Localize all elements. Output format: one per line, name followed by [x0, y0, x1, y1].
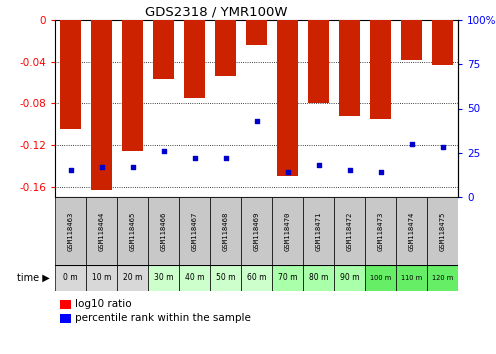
- Text: GSM118463: GSM118463: [67, 211, 73, 251]
- Bar: [427, 265, 458, 291]
- Bar: [55, 265, 86, 291]
- Text: time ▶: time ▶: [17, 273, 50, 283]
- Text: 80 m: 80 m: [309, 274, 328, 282]
- Text: GSM118469: GSM118469: [253, 211, 259, 251]
- Bar: [123, 20, 142, 151]
- Text: percentile rank within the sample: percentile rank within the sample: [75, 313, 251, 323]
- Bar: [86, 265, 117, 291]
- Text: GSM118472: GSM118472: [347, 211, 353, 251]
- Point: [346, 167, 354, 173]
- Text: GSM118466: GSM118466: [161, 211, 167, 251]
- Point: [128, 164, 136, 170]
- Bar: [179, 197, 210, 265]
- Bar: [272, 265, 303, 291]
- Bar: [241, 265, 272, 291]
- Point: [376, 169, 384, 175]
- Point: [222, 155, 230, 161]
- Bar: [91, 20, 112, 190]
- Point: [66, 167, 74, 173]
- Text: 120 m: 120 m: [432, 275, 453, 281]
- Bar: [371, 20, 390, 119]
- Text: 110 m: 110 m: [401, 275, 422, 281]
- Point: [190, 155, 198, 161]
- Bar: [185, 20, 204, 98]
- Bar: [309, 20, 328, 103]
- Text: 90 m: 90 m: [340, 274, 359, 282]
- Bar: [241, 197, 272, 265]
- Text: GSM118465: GSM118465: [129, 211, 135, 251]
- Bar: [117, 265, 148, 291]
- Text: GSM118474: GSM118474: [409, 211, 415, 251]
- Bar: [334, 197, 365, 265]
- Bar: [334, 265, 365, 291]
- Bar: [365, 265, 396, 291]
- Text: 60 m: 60 m: [247, 274, 266, 282]
- Text: GSM118471: GSM118471: [315, 211, 321, 251]
- Bar: [396, 265, 427, 291]
- Point: [408, 141, 416, 147]
- Text: 100 m: 100 m: [370, 275, 391, 281]
- Point: [438, 144, 446, 150]
- Bar: [247, 20, 266, 45]
- Bar: [55, 197, 86, 265]
- Text: GSM118473: GSM118473: [377, 211, 383, 251]
- Text: log10 ratio: log10 ratio: [75, 299, 131, 309]
- Text: 40 m: 40 m: [185, 274, 204, 282]
- Text: GSM118464: GSM118464: [99, 211, 105, 251]
- Point: [314, 162, 322, 168]
- Text: GSM118475: GSM118475: [439, 211, 445, 251]
- Bar: [303, 265, 334, 291]
- Text: 0 m: 0 m: [63, 274, 78, 282]
- Bar: [339, 20, 360, 116]
- Bar: [433, 20, 452, 65]
- Bar: [272, 197, 303, 265]
- Point: [252, 118, 260, 124]
- Text: 20 m: 20 m: [123, 274, 142, 282]
- Text: GDS2318 / YMR100W: GDS2318 / YMR100W: [145, 6, 288, 18]
- Bar: [365, 197, 396, 265]
- Point: [98, 164, 106, 170]
- Bar: [396, 197, 427, 265]
- Text: GSM118467: GSM118467: [191, 211, 197, 251]
- Bar: [401, 20, 422, 59]
- Point: [284, 169, 292, 175]
- Bar: [303, 197, 334, 265]
- Text: 30 m: 30 m: [154, 274, 173, 282]
- Bar: [148, 197, 179, 265]
- Bar: [179, 265, 210, 291]
- Text: 50 m: 50 m: [216, 274, 235, 282]
- Bar: [427, 197, 458, 265]
- Text: 10 m: 10 m: [92, 274, 111, 282]
- Bar: [210, 265, 241, 291]
- Text: GSM118468: GSM118468: [223, 211, 229, 251]
- Text: 70 m: 70 m: [278, 274, 297, 282]
- Bar: [86, 197, 117, 265]
- Bar: [61, 20, 80, 129]
- Point: [160, 148, 168, 154]
- Bar: [215, 20, 236, 76]
- Bar: [117, 197, 148, 265]
- Bar: [210, 197, 241, 265]
- Bar: [277, 20, 298, 176]
- Bar: [148, 265, 179, 291]
- Text: GSM118470: GSM118470: [285, 211, 291, 251]
- Bar: [153, 20, 174, 79]
